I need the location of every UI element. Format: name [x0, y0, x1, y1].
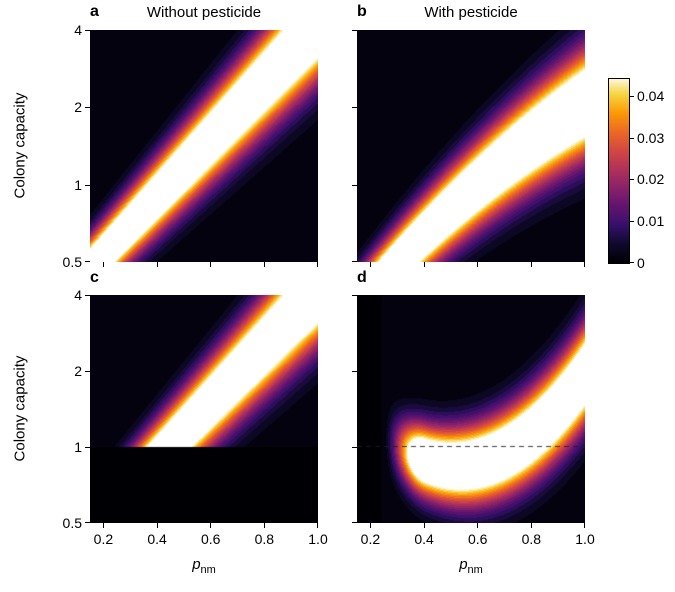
- y-tick-mark: [85, 261, 90, 262]
- x-tick-label: 0.2: [93, 531, 114, 547]
- y-tick-label: 0.5: [62, 515, 82, 531]
- x-tick-mark: [477, 262, 479, 267]
- x-tick-mark: [477, 523, 479, 528]
- colorbar-gradient: [609, 79, 629, 263]
- y-tick-label: 4: [74, 22, 82, 38]
- y-axis-label-top-row: Colony capacity: [11, 92, 29, 199]
- x-tick-mark: [210, 262, 212, 267]
- x-tick-label: 0.8: [254, 531, 275, 547]
- y-tick-mark: [352, 30, 357, 31]
- column-title-without-pesticide: Without pesticide: [146, 4, 262, 21]
- heatmap-canvas-d: [357, 295, 585, 523]
- x-tick-mark: [317, 262, 318, 267]
- x-tick-mark: [156, 262, 158, 267]
- x-axis-label-right: pnm: [441, 556, 501, 576]
- x-tick-mark: [317, 523, 318, 528]
- x-tick-label: 0.2: [360, 531, 381, 547]
- colorbar: [608, 78, 630, 264]
- colorbar-tick-label: 0.03: [637, 129, 665, 146]
- colorbar-tick-mark: [630, 221, 634, 223]
- y-tick-mark: [85, 447, 90, 448]
- x-tick-mark: [102, 262, 104, 267]
- x-tick-label: 0.4: [414, 531, 434, 547]
- y-axis-label-bottom-row: Colony capacity: [11, 355, 29, 462]
- x-tick-label: 1.0: [575, 531, 595, 547]
- y-tick-label: 2: [74, 363, 82, 379]
- x-tick-mark: [210, 523, 212, 528]
- y-tick-mark: [352, 261, 357, 262]
- x-tick-mark: [423, 262, 425, 267]
- colorbar-tick-mark: [630, 179, 634, 181]
- x-axis-label-p: p: [459, 556, 468, 573]
- x-axis-label-nm: nm: [200, 564, 216, 576]
- colorbar-tick-mark: [630, 137, 634, 139]
- y-tick-label: 1: [74, 439, 82, 455]
- column-title-with-pesticide: With pesticide: [424, 4, 518, 21]
- colorbar-tick-label: 0.01: [637, 213, 665, 230]
- panel-letter-b: b: [357, 3, 367, 20]
- x-tick-mark: [530, 523, 532, 528]
- x-tick-mark: [263, 523, 265, 528]
- panel-letter-c: c: [90, 269, 99, 286]
- panel-letter-a: a: [90, 3, 99, 20]
- x-tick-label: 0.6: [467, 531, 488, 547]
- heatmap-panel-d: [357, 295, 585, 523]
- y-tick-mark: [85, 295, 90, 296]
- y-tick-label: 1: [74, 176, 82, 193]
- y-tick-mark: [352, 295, 357, 296]
- y-tick-mark: [352, 184, 357, 186]
- heatmap-panel-c: [90, 295, 318, 523]
- x-tick-mark: [369, 523, 371, 528]
- x-tick-label: 1.0: [308, 531, 328, 547]
- colorbar-tick-label: 0: [637, 255, 645, 271]
- y-tick-mark: [85, 184, 90, 186]
- heatmap-canvas-b: [357, 30, 585, 262]
- x-tick-mark: [102, 523, 104, 528]
- x-axis-label-nm: nm: [467, 564, 483, 576]
- x-tick-mark: [369, 262, 371, 267]
- y-tick-mark: [352, 447, 357, 448]
- y-tick-mark: [85, 371, 90, 372]
- x-tick-mark: [530, 262, 532, 267]
- x-tick-label: 0.4: [147, 531, 167, 547]
- colorbar-tick-label: 0.02: [637, 171, 665, 188]
- x-tick-label: 0.8: [521, 531, 542, 547]
- heatmap-canvas-a: [90, 30, 318, 262]
- x-axis-label-p: p: [192, 556, 201, 573]
- y-tick-label: 2: [74, 99, 82, 116]
- x-tick-mark: [156, 523, 158, 528]
- colorbar-tick-mark: [630, 262, 634, 263]
- x-tick-mark: [423, 523, 425, 528]
- x-tick-mark: [263, 262, 265, 267]
- y-tick-mark: [85, 30, 90, 31]
- y-tick-mark: [85, 107, 90, 109]
- x-axis-label-left: pnm: [174, 556, 234, 576]
- panel-letter-d: d: [357, 269, 367, 286]
- heatmap-panel-b: [357, 30, 585, 262]
- y-tick-label: 4: [74, 287, 82, 303]
- y-tick-mark: [85, 522, 90, 523]
- x-tick-label: 0.6: [200, 531, 221, 547]
- x-tick-mark: [584, 523, 585, 528]
- y-tick-mark: [352, 371, 357, 372]
- heatmap-canvas-c: [90, 295, 318, 523]
- y-tick-mark: [352, 107, 357, 109]
- colorbar-tick-label: 0.04: [637, 87, 665, 104]
- x-tick-mark: [584, 262, 585, 267]
- y-tick-label: 0.5: [62, 254, 82, 270]
- y-tick-mark: [352, 522, 357, 523]
- heatmap-panel-a: [90, 30, 318, 262]
- colorbar-tick-mark: [630, 95, 634, 97]
